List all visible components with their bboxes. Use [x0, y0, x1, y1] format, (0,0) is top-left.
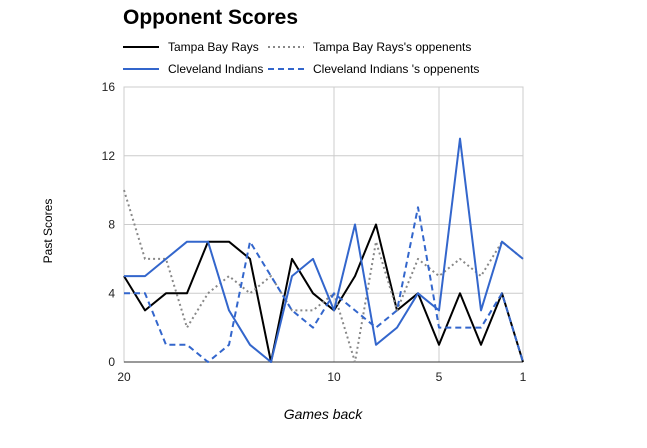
- legend-label-tampa-bay-rays: Tampa Bay Rays: [168, 40, 259, 54]
- legend-swatch-cleveland-indians: [123, 68, 159, 70]
- legend-item-cleveland-indians[interactable]: Cleveland Indians: [123, 61, 263, 77]
- legend-swatch-tampa-bay-rays-opponents: [268, 46, 304, 48]
- legend-item-tampa-bay-rays[interactable]: Tampa Bay Rays: [123, 39, 259, 55]
- series-line-2: [124, 137, 524, 363]
- legend-swatch-tampa-bay-rays: [123, 46, 159, 48]
- legend-label-cleveland-indians: Cleveland Indians: [168, 62, 264, 76]
- x-axis-label: Games back: [283, 406, 363, 422]
- legend-item-tampa-bay-rays-opponents[interactable]: Tampa Bay Rays's oppenents: [268, 39, 471, 55]
- chart-title: Opponent Scores: [123, 6, 299, 29]
- y-tick-label-4: 16: [102, 80, 116, 94]
- y-tick-label-0: 0: [108, 355, 115, 369]
- x-tick-label-2: 5: [436, 370, 443, 384]
- legend-item-cleveland-indians-opponents[interactable]: Cleveland Indians 's oppenents: [268, 61, 479, 77]
- y-tick-label-1: 4: [108, 286, 115, 300]
- legend-label-cleveland-indians-opponents: Cleveland Indians 's oppenents: [313, 62, 480, 76]
- y-tick-label-2: 8: [108, 218, 115, 232]
- x-tick-label-0: 20: [117, 370, 131, 384]
- legend-swatch-cleveland-indians-opponents: [268, 68, 304, 70]
- legend-label-tampa-bay-rays-opponents: Tampa Bay Rays's oppenents: [313, 40, 472, 54]
- series-line-1: [123, 189, 524, 363]
- x-tick-label-3: 1: [520, 370, 527, 384]
- x-tick-label-1: 10: [327, 370, 341, 384]
- y-tick-label-3: 12: [102, 149, 116, 163]
- series-line-3: [124, 206, 524, 363]
